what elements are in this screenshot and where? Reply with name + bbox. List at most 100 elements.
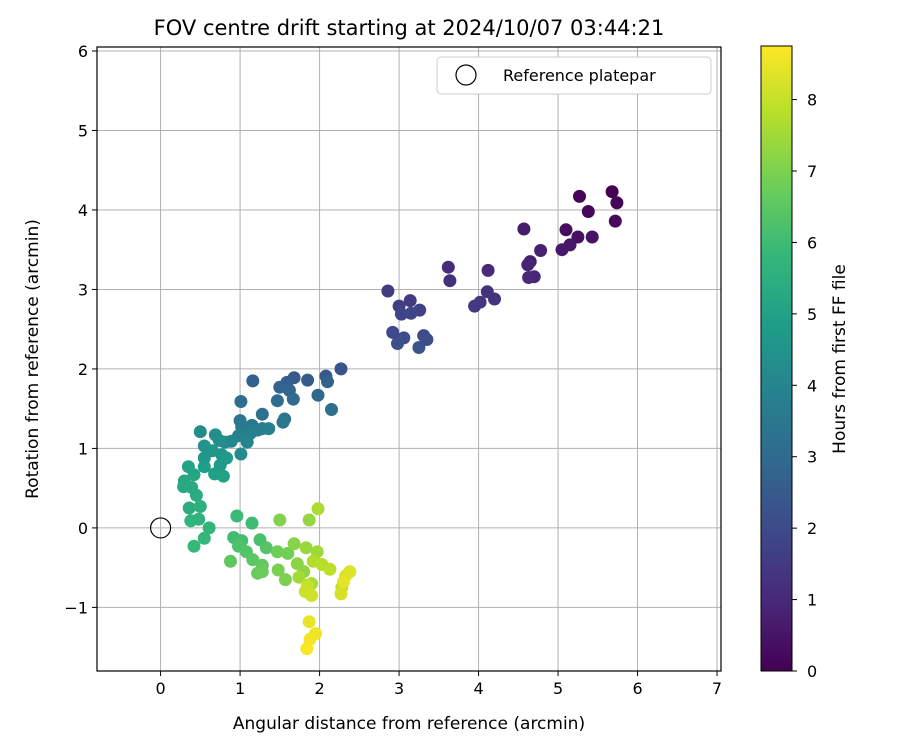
data-point: [441, 260, 455, 274]
colorbar-tick-label: 4: [807, 376, 817, 395]
data-point: [394, 307, 408, 321]
data-point: [270, 545, 284, 559]
x-tick-label: 7: [712, 679, 722, 698]
data-point: [276, 415, 290, 429]
data-point: [468, 299, 482, 313]
colorbar-ticks: 0 1 2 3 4 5 6 7 8: [792, 91, 817, 681]
data-point: [404, 306, 418, 320]
y-tick-label: 5: [78, 121, 88, 140]
colorbar-tick-label: 6: [807, 233, 817, 252]
data-point: [555, 243, 569, 257]
data-point: [323, 562, 337, 576]
legend: Reference platepar: [436, 56, 712, 95]
data-point: [386, 325, 400, 339]
x-tick-label: 1: [235, 679, 245, 698]
y-tick-label: 2: [78, 360, 88, 379]
colorbar-tick-label: 8: [807, 91, 817, 110]
data-point: [300, 642, 314, 656]
data-point: [299, 541, 313, 555]
plot-frame: [96, 46, 722, 672]
colorbar-tick-label: 3: [807, 448, 817, 467]
data-point: [273, 513, 287, 527]
data-point: [245, 516, 259, 530]
data-point: [189, 488, 203, 502]
data-point: [292, 570, 306, 584]
data-point: [212, 434, 226, 447]
legend-label: Reference platepar: [503, 66, 656, 85]
data-point: [391, 337, 404, 350]
data-point: [420, 333, 434, 346]
data-point: [336, 575, 350, 589]
colorbar-tick-label: 2: [807, 519, 817, 538]
data-point: [246, 374, 260, 388]
data-point: [270, 394, 284, 408]
data-point: [278, 573, 292, 587]
data-point: [381, 284, 395, 298]
data-point: [216, 469, 230, 483]
x-tick-label: 4: [473, 679, 483, 698]
data-point: [187, 468, 201, 482]
data-point: [608, 214, 622, 228]
y-tick-label: −1: [64, 598, 88, 617]
data-point: [343, 565, 357, 579]
reference-point: [149, 517, 172, 539]
y-tick-label: 6: [78, 42, 88, 61]
data-point: [281, 546, 295, 560]
data-point: [240, 435, 254, 449]
data-point: [325, 403, 338, 416]
data-point: [334, 362, 348, 376]
data-point: [321, 375, 334, 389]
x-tick-label: 3: [394, 679, 404, 698]
data-point: [271, 563, 285, 577]
data-point: [610, 196, 624, 210]
legend-marker: [455, 64, 477, 86]
y-axis: −1 0 1 2 3 4 5 6: [64, 42, 97, 617]
x-tick-label: 5: [553, 679, 563, 698]
data-point: [197, 460, 211, 474]
data-point: [311, 388, 325, 402]
data-point: [443, 274, 457, 288]
data-point: [559, 223, 573, 237]
reference-marker: [149, 517, 172, 539]
data-points: [177, 185, 624, 656]
data-point: [301, 373, 315, 387]
y-tick-label: 4: [78, 201, 88, 220]
colorbar-label: Hours from first FF file: [830, 264, 850, 454]
data-point: [224, 554, 237, 568]
data-point: [262, 422, 276, 436]
colorbar-bar: [760, 45, 793, 672]
data-point: [305, 589, 319, 602]
data-point: [581, 205, 595, 218]
data-point: [255, 565, 269, 579]
chart-title: FOV centre drift starting at 2024/10/07 …: [154, 16, 665, 40]
data-point: [202, 521, 216, 535]
data-point: [255, 407, 269, 421]
grid: [97, 47, 721, 671]
data-point: [521, 258, 535, 272]
data-point: [488, 292, 501, 306]
data-point: [412, 341, 426, 354]
colorbar-tick-label: 1: [807, 591, 817, 610]
x-axis: 0 1 2 3 4 5 6 7: [155, 671, 722, 698]
data-point: [193, 500, 207, 513]
x-axis-label: Angular distance from reference (arcmin): [233, 714, 585, 734]
x-tick-label: 6: [632, 679, 642, 698]
data-point: [182, 501, 196, 515]
data-point: [334, 587, 348, 601]
data-point: [230, 509, 244, 523]
data-point: [197, 531, 211, 545]
colorbar-tick-label: 0: [807, 662, 817, 681]
data-point: [234, 395, 248, 408]
data-point: [403, 294, 417, 308]
colorbar: 0 1 2 3 4 5 6 7 8 Hours from first FF file: [760, 45, 850, 681]
data-point: [522, 271, 536, 284]
data-point: [481, 263, 495, 277]
data-point: [534, 244, 548, 257]
legend-box: [436, 56, 712, 95]
data-point: [193, 425, 207, 439]
x-tick-label: 0: [155, 679, 165, 698]
y-tick-label: 1: [78, 439, 88, 458]
data-point: [605, 185, 619, 199]
x-tick-label: 2: [314, 679, 324, 698]
